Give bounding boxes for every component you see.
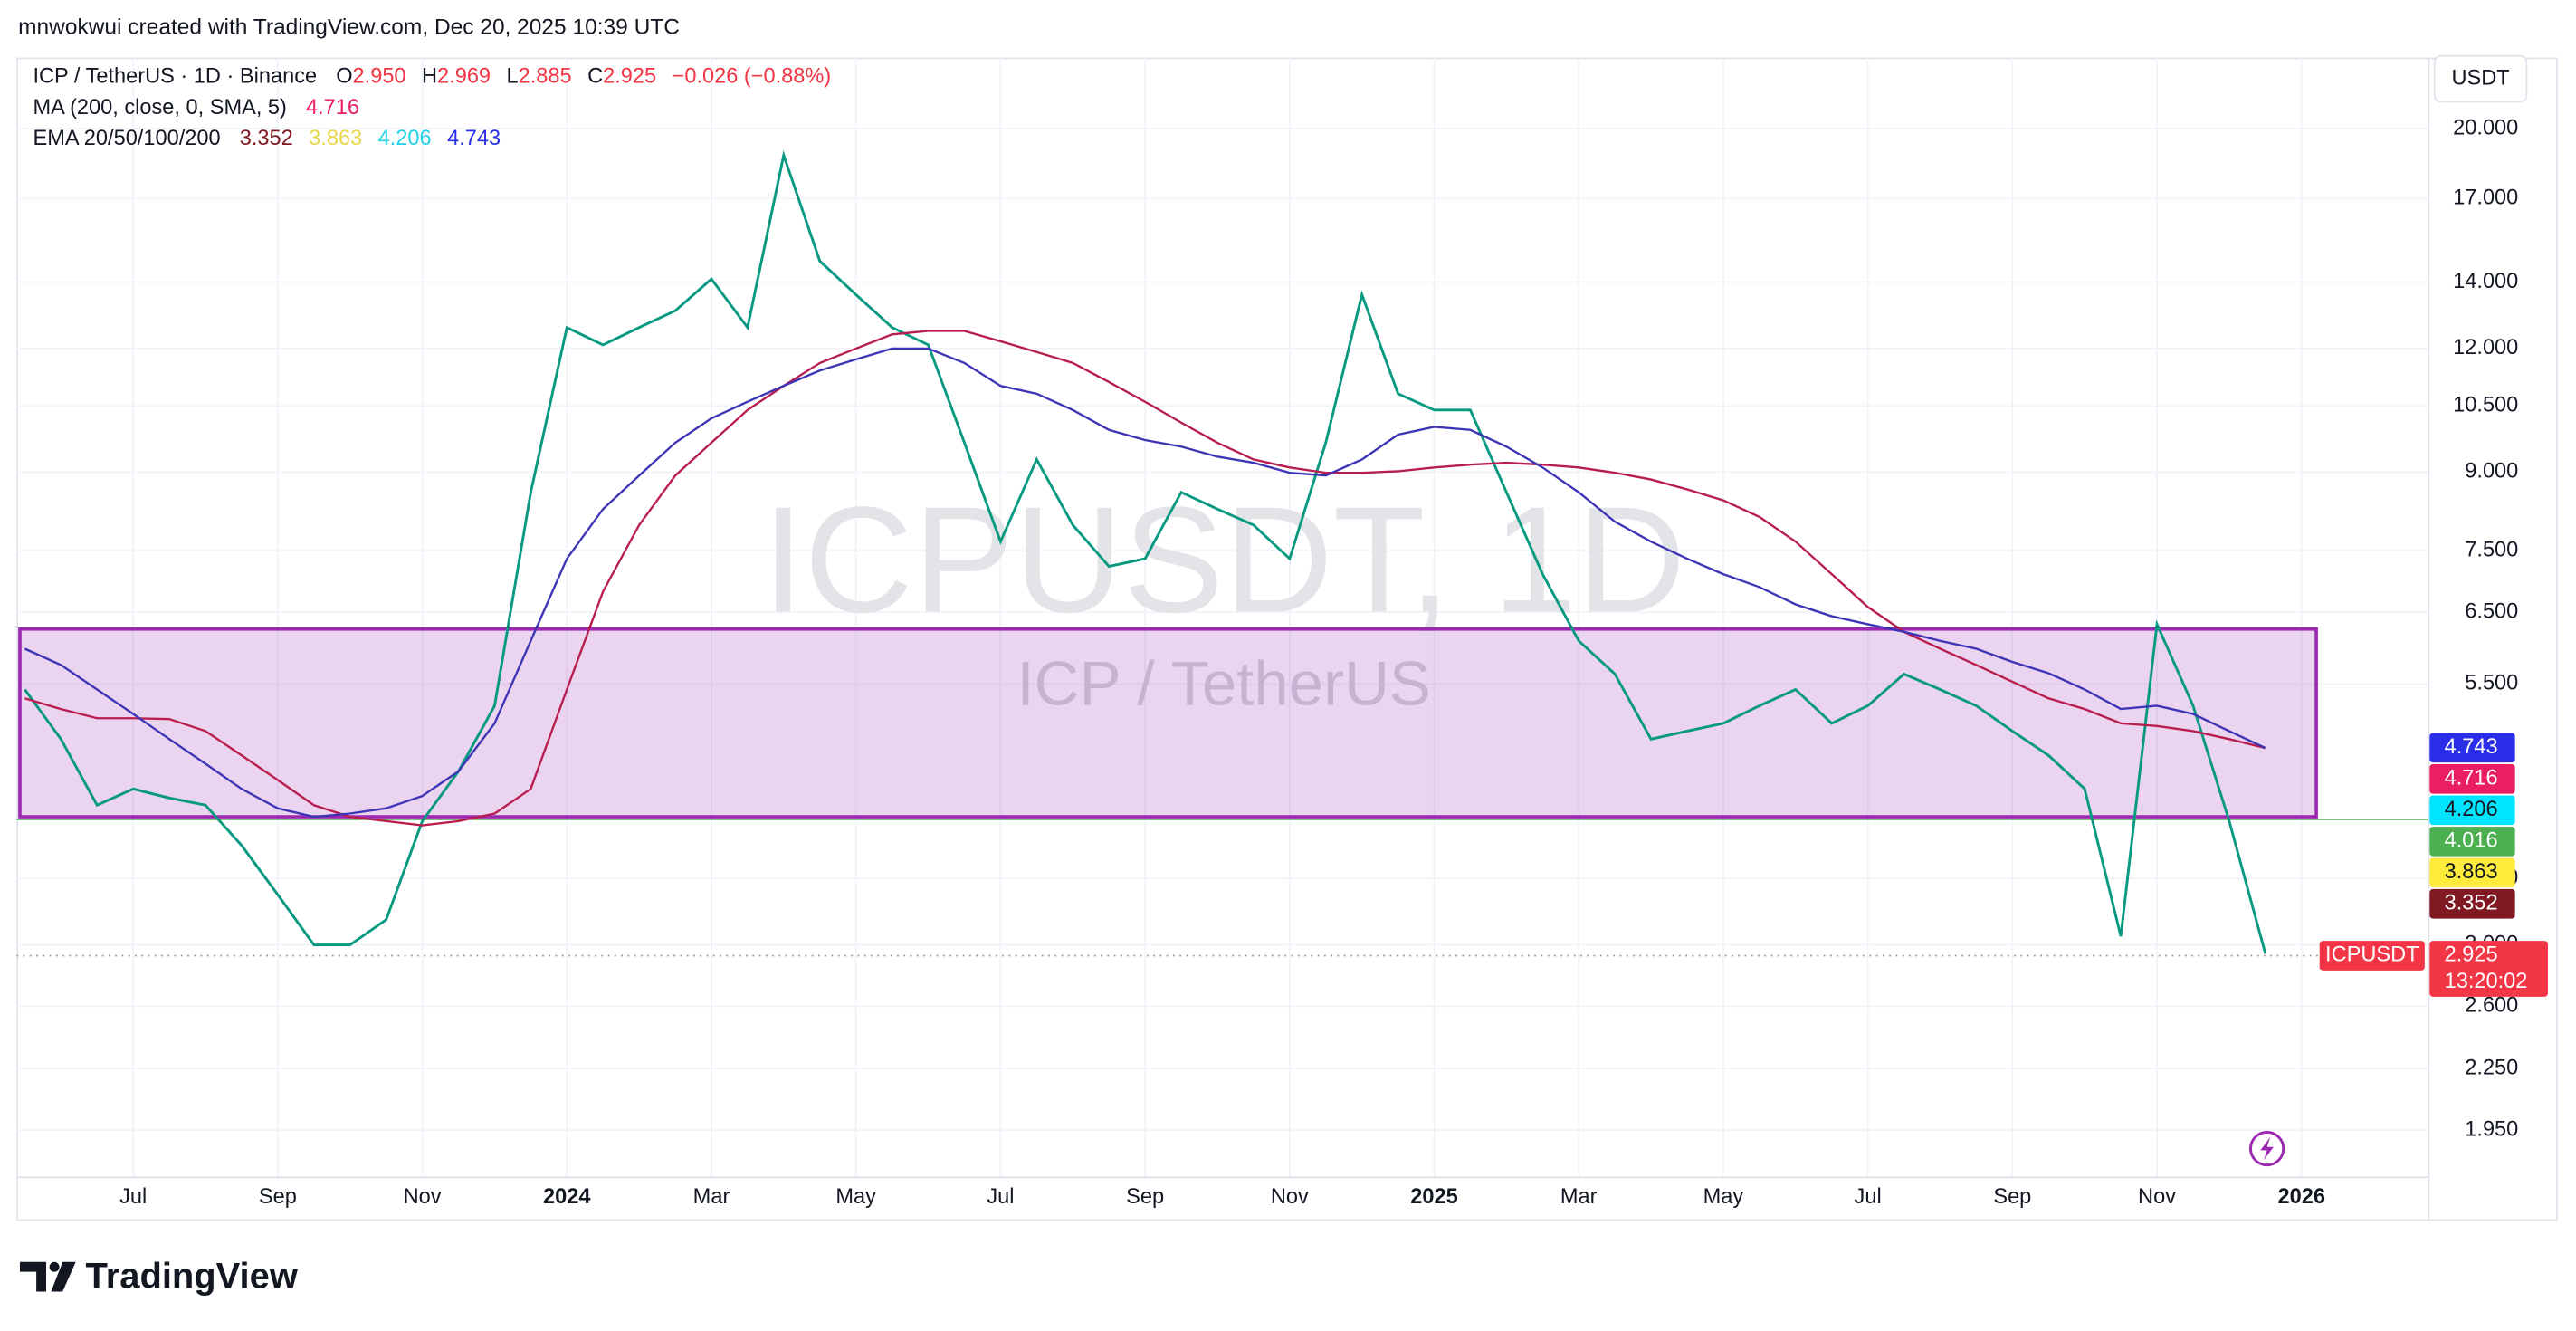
price-badge-label: 4.206 (2445, 797, 2498, 820)
price-badge (2429, 795, 2515, 826)
symbol-title: ICP / TetherUS · 1D · Binance (33, 64, 317, 88)
y-tick-label: 6.500 (2465, 598, 2518, 622)
price-badge-label: 2.925 (2445, 943, 2498, 966)
x-tick-label: Jul (119, 1184, 147, 1208)
series-line (24, 330, 2266, 827)
series-line (24, 150, 2267, 954)
currency-label[interactable]: USDT (2451, 65, 2509, 89)
ma-legend: MA (200, close, 0, SMA, 5) (33, 95, 286, 119)
ema-value: 3.352 (240, 126, 293, 149)
watermark-symbol: ICPUSDT, 1D (762, 476, 1685, 645)
watermark-description: ICP / TetherUS (1017, 649, 1431, 719)
y-tick-label: 10.500 (2453, 393, 2518, 417)
price-badge (2429, 888, 2515, 919)
x-tick-label: Mar (693, 1184, 730, 1208)
x-tick-label: Nov (404, 1184, 442, 1208)
ohlc-value: 2.925 (603, 64, 656, 88)
ema-value: 4.743 (447, 126, 501, 149)
x-tick-label: 2024 (543, 1184, 590, 1208)
ohlc-value: 2.969 (437, 64, 491, 88)
ohlc-value: 2.885 (519, 64, 572, 88)
logo-mark (19, 1261, 46, 1292)
price-badge (2429, 733, 2515, 763)
x-tick-label: May (1703, 1184, 1744, 1208)
series-line (24, 347, 2266, 819)
y-tick-label: 2.250 (2465, 1055, 2518, 1078)
countdown: 13:20:02 (2445, 969, 2528, 992)
symbol-badge (2319, 941, 2425, 971)
x-tick-label: Nov (2138, 1184, 2176, 1208)
y-tick-label: 14.000 (2453, 269, 2518, 292)
x-tick-label: Sep (259, 1184, 297, 1208)
y-tick-label: 7.500 (2465, 537, 2518, 560)
x-tick-label: Sep (1126, 1184, 1164, 1208)
y-tick-label: 5.500 (2465, 671, 2518, 694)
price-badge (2429, 826, 2515, 857)
logo-mark (51, 1261, 76, 1292)
logo-mark (49, 1261, 60, 1272)
ema-value: 4.206 (378, 126, 432, 149)
chart-frame (16, 57, 2558, 1221)
x-tick-label: 2025 (1410, 1184, 1457, 1208)
logo: TradingView (19, 1256, 299, 1296)
price-badge-label: 4.743 (2445, 734, 2498, 758)
price-badge-label: 4.016 (2445, 828, 2498, 852)
symbol-badge-label: ICPUSDT (2325, 943, 2419, 966)
y-tick-label: 12.000 (2453, 335, 2518, 359)
logo-text: TradingView (86, 1256, 299, 1296)
y-tick-label: 17.000 (2453, 186, 2518, 209)
attribution: mnwokwui created with TradingView.com, D… (18, 14, 680, 39)
x-tick-label: Sep (1993, 1184, 2031, 1208)
grid (16, 57, 2428, 1177)
currency-button[interactable] (2433, 54, 2528, 103)
y-tick-label: 1.950 (2465, 1116, 2518, 1140)
x-tick-label: Jul (1855, 1184, 1882, 1208)
y-tick-label: 9.000 (2465, 459, 2518, 483)
ohlc-change: −0.026 (−0.88%) (673, 64, 832, 88)
ohlc-key: O (336, 64, 352, 88)
price-badge (2429, 941, 2548, 997)
price-badge-label: 3.863 (2445, 859, 2498, 883)
price-badge (2429, 857, 2515, 888)
lightning-glyph (2260, 1136, 2274, 1161)
range-box (18, 627, 2318, 819)
ohlc-key: C (587, 64, 603, 88)
ema-legend-row: EMA 20/50/100/200 3.352 3.863 4.206 4.74… (33, 126, 501, 149)
ohlc-key: L (507, 64, 519, 88)
x-tick-label: May (835, 1184, 876, 1208)
x-tick-label: Jul (987, 1184, 1014, 1208)
plot (16, 150, 2428, 957)
x-tick-label: Mar (1560, 1184, 1598, 1208)
ma-legend-row: MA (200, close, 0, SMA, 5) 4.716 (33, 95, 359, 119)
ma-value: 4.716 (306, 95, 359, 119)
price-badge (2429, 763, 2515, 794)
x-tick-label: 2026 (2278, 1184, 2325, 1208)
price-badge-label: 4.716 (2445, 766, 2498, 790)
ohlc-key: H (422, 64, 437, 88)
legend-row: ICP / TetherUS · 1D · Binance O2.950 H2.… (33, 64, 831, 88)
ema-legend: EMA 20/50/100/200 (33, 126, 220, 149)
lightning-icon[interactable] (2249, 1130, 2285, 1167)
x-tick-label: Nov (1271, 1184, 1309, 1208)
ema-value: 3.863 (309, 126, 362, 149)
y-tick-label: 20.000 (2453, 115, 2518, 139)
price-badge-label: 3.352 (2445, 890, 2498, 914)
y-tick-label: 2.600 (2465, 993, 2518, 1017)
ohlc-value: 2.950 (353, 64, 406, 88)
